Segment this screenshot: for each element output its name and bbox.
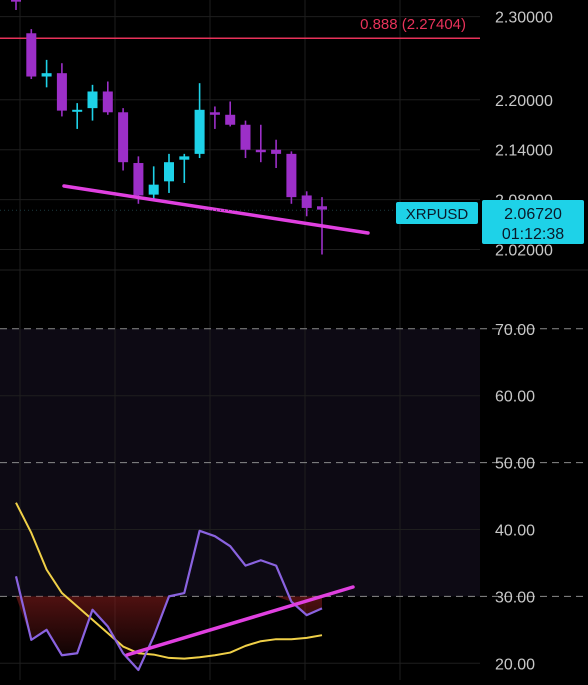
candle-body (240, 124, 251, 150)
candle-15 (225, 101, 236, 127)
candle-17 (255, 124, 266, 163)
rsi-axis-tick-5: 30.00 (495, 589, 535, 606)
candle-body (286, 153, 297, 198)
last-price-value: 2.06720 (504, 206, 562, 223)
candle-body (41, 73, 52, 77)
rsi-ma-line (15, 502, 323, 660)
candle-body (102, 91, 113, 113)
candle-body (271, 149, 282, 154)
candle-16 (240, 120, 251, 159)
candle-body (301, 195, 312, 208)
candle-1 (11, 0, 21, 10)
rsi-oversold-fill (16, 596, 322, 670)
price-axis: 2.300002.200002.140002.080002.0200070.00… (396, 10, 584, 673)
candle-14 (209, 106, 220, 129)
rsi-line (14, 529, 323, 672)
rsi-axis-tick-1: 70.00 (495, 322, 535, 339)
rsi-axis-tick-6: 20.00 (495, 656, 535, 673)
candle-body (11, 0, 21, 2)
candle-7 (102, 81, 113, 115)
rsi-axis-tick-4: 40.00 (495, 522, 535, 539)
price-axis-tick-1: 2.30000 (495, 10, 553, 27)
candle-11 (164, 153, 174, 193)
candle-12 (179, 153, 190, 183)
price-trendline (62, 184, 370, 235)
rsi-panel (0, 328, 588, 672)
candle-countdown: 01:12:38 (502, 226, 564, 243)
candle-4 (56, 63, 67, 117)
rsi-axis-tick-3: 50.00 (495, 456, 535, 473)
candle-5 (72, 103, 83, 129)
candle-body (72, 109, 83, 112)
candle-8 (118, 108, 129, 171)
candle-19 (286, 151, 297, 204)
candle-20 (301, 191, 312, 217)
candle-body (317, 206, 327, 210)
candle-10 (148, 166, 159, 200)
candle-body (209, 112, 220, 115)
fib-level-label: 0.888 (2.27404) (360, 16, 466, 33)
candle-body (225, 114, 236, 125)
price-axis-tick-5: 2.02000 (495, 243, 553, 260)
candle-13 (194, 83, 205, 159)
candle-body (87, 91, 98, 109)
candle-body (194, 109, 205, 154)
symbol-tag-label: XRPUSD (406, 206, 469, 223)
candle-body (164, 162, 174, 182)
rsi-axis-tick-2: 60.00 (495, 389, 535, 406)
symbol-tag (396, 202, 478, 224)
rsi-trendline (125, 585, 355, 657)
candle-body (118, 112, 129, 163)
candle-18 (271, 139, 282, 169)
candle-2 (26, 29, 37, 80)
candle-body (255, 149, 266, 153)
price-axis-tick-3: 2.14000 (495, 143, 553, 160)
candle-body (148, 184, 159, 195)
price-panel: 0.888 (2.27404) (0, 0, 480, 255)
last-price-tag (482, 200, 584, 244)
price-axis-tick-2: 2.20000 (495, 93, 553, 110)
candle-6 (87, 84, 98, 121)
candle-body (133, 163, 144, 196)
candle-3 (41, 59, 52, 88)
candle-body (56, 73, 67, 111)
candle-body (26, 33, 37, 77)
candle-body (179, 156, 190, 160)
